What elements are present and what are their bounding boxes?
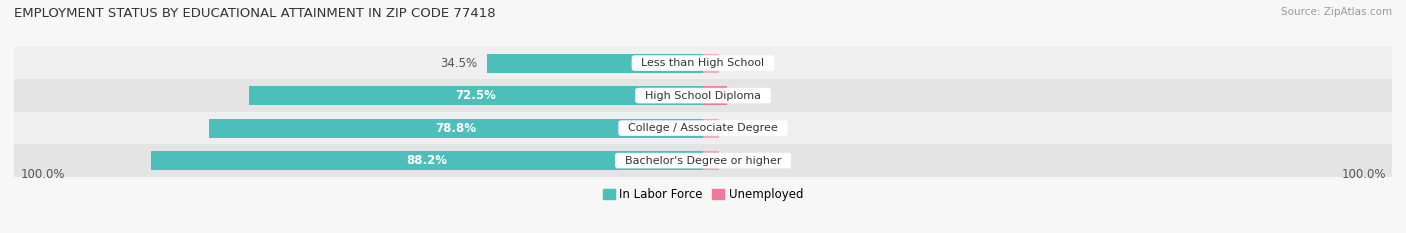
- Text: 100.0%: 100.0%: [20, 168, 65, 181]
- Text: 0.0%: 0.0%: [728, 122, 758, 135]
- Bar: [703, 119, 718, 137]
- Text: EMPLOYMENT STATUS BY EDUCATIONAL ATTAINMENT IN ZIP CODE 77418: EMPLOYMENT STATUS BY EDUCATIONAL ATTAINM…: [14, 7, 496, 20]
- Bar: [703, 86, 727, 105]
- Text: 88.2%: 88.2%: [406, 154, 447, 167]
- Text: 100.0%: 100.0%: [1341, 168, 1386, 181]
- Text: College / Associate Degree: College / Associate Degree: [621, 123, 785, 133]
- Bar: [150, 151, 703, 170]
- Text: 78.8%: 78.8%: [436, 122, 477, 135]
- Legend: In Labor Force, Unemployed: In Labor Force, Unemployed: [603, 188, 803, 201]
- Bar: [703, 151, 718, 170]
- Text: 0.0%: 0.0%: [728, 154, 758, 167]
- Text: High School Diploma: High School Diploma: [638, 91, 768, 101]
- Text: 72.5%: 72.5%: [456, 89, 496, 102]
- Text: Source: ZipAtlas.com: Source: ZipAtlas.com: [1281, 7, 1392, 17]
- Bar: [14, 79, 1392, 112]
- Text: 3.8%: 3.8%: [737, 89, 766, 102]
- Bar: [14, 112, 1392, 144]
- Text: Less than High School: Less than High School: [634, 58, 772, 68]
- Bar: [14, 47, 1392, 79]
- Bar: [14, 144, 1392, 177]
- Bar: [486, 54, 703, 72]
- Text: 34.5%: 34.5%: [440, 57, 478, 70]
- Text: 0.0%: 0.0%: [728, 57, 758, 70]
- Bar: [209, 119, 703, 137]
- Bar: [249, 86, 703, 105]
- Bar: [703, 54, 718, 72]
- Text: Bachelor's Degree or higher: Bachelor's Degree or higher: [617, 156, 789, 166]
